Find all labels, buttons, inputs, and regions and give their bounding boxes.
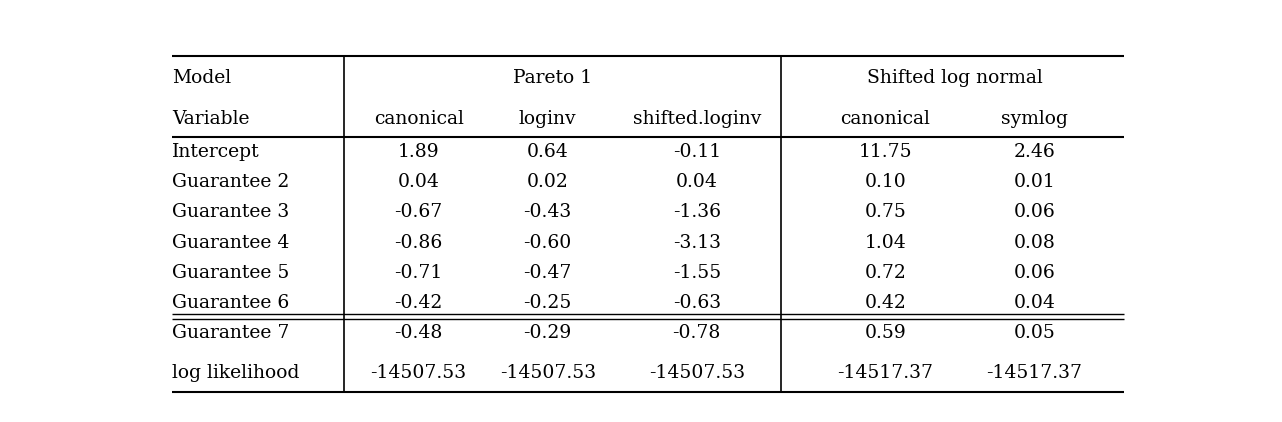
Text: -0.25: -0.25 [523,294,572,312]
Text: -0.11: -0.11 [673,143,720,161]
Text: 0.75: 0.75 [864,203,906,221]
Text: -0.43: -0.43 [523,203,572,221]
Text: symlog: symlog [1001,110,1068,127]
Text: -0.29: -0.29 [523,324,572,342]
Text: 0.05: 0.05 [1014,324,1055,342]
Text: 0.72: 0.72 [864,264,906,282]
Text: Intercept: Intercept [172,143,260,161]
Text: loginv: loginv [519,110,577,127]
Text: -0.71: -0.71 [395,264,442,282]
Text: log likelihood: log likelihood [172,364,300,382]
Text: -0.48: -0.48 [395,324,442,342]
Text: -14507.53: -14507.53 [649,364,745,382]
Text: 0.06: 0.06 [1014,264,1055,282]
Text: 11.75: 11.75 [859,143,913,161]
Text: Variable: Variable [172,110,250,127]
Text: Guarantee 4: Guarantee 4 [172,233,290,252]
Text: 1.89: 1.89 [397,143,440,161]
Text: -1.55: -1.55 [673,264,720,282]
Text: Model: Model [172,69,231,87]
Text: -0.86: -0.86 [395,233,442,252]
Text: -0.63: -0.63 [673,294,720,312]
Text: Guarantee 6: Guarantee 6 [172,294,290,312]
Text: 0.04: 0.04 [397,173,440,191]
Text: 0.02: 0.02 [527,173,569,191]
Text: -14507.53: -14507.53 [370,364,467,382]
Text: 0.04: 0.04 [676,173,718,191]
Text: -14507.53: -14507.53 [500,364,596,382]
Text: 0.08: 0.08 [1014,233,1055,252]
Text: 0.42: 0.42 [864,294,906,312]
Text: -0.60: -0.60 [523,233,572,252]
Text: -14517.37: -14517.37 [837,364,933,382]
Text: 0.64: 0.64 [527,143,569,161]
Text: canonical: canonical [841,110,931,127]
Text: Guarantee 5: Guarantee 5 [172,264,290,282]
Text: Shifted log normal: Shifted log normal [867,69,1044,87]
Text: canonical: canonical [373,110,464,127]
Text: Pareto 1: Pareto 1 [513,69,592,87]
Text: -14517.37: -14517.37 [987,364,1082,382]
Text: -0.67: -0.67 [395,203,442,221]
Text: Guarantee 7: Guarantee 7 [172,324,290,342]
Text: Guarantee 2: Guarantee 2 [172,173,290,191]
Text: -0.78: -0.78 [673,324,720,342]
Text: -0.42: -0.42 [395,294,442,312]
Text: 0.10: 0.10 [864,173,906,191]
Text: Guarantee 3: Guarantee 3 [172,203,290,221]
Text: 0.01: 0.01 [1014,173,1055,191]
Text: 0.04: 0.04 [1014,294,1055,312]
Text: -1.36: -1.36 [673,203,720,221]
Text: 1.04: 1.04 [864,233,906,252]
Text: shifted.loginv: shifted.loginv [632,110,762,127]
Text: 2.46: 2.46 [1014,143,1055,161]
Text: 0.06: 0.06 [1014,203,1055,221]
Text: -0.47: -0.47 [523,264,572,282]
Text: 0.59: 0.59 [864,324,906,342]
Text: -3.13: -3.13 [673,233,720,252]
